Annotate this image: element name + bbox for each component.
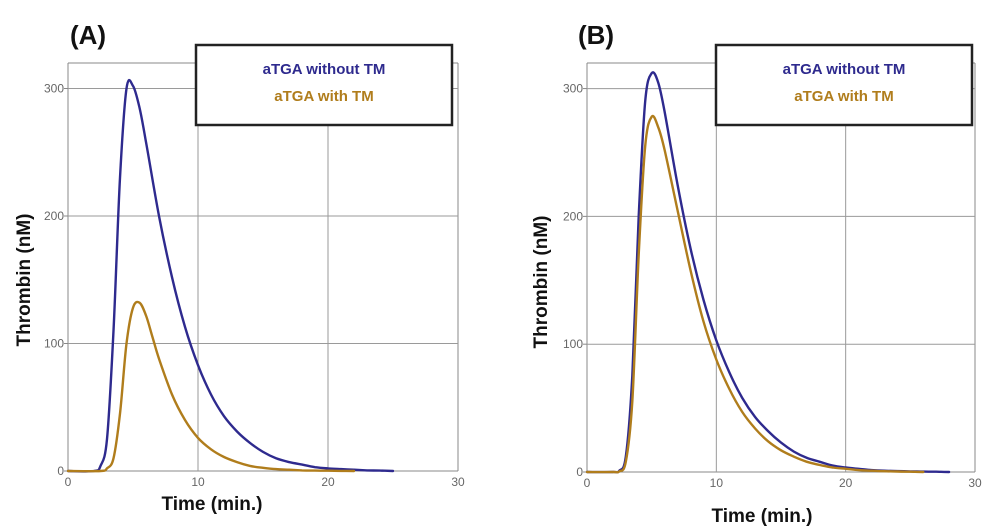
y-tick-label: 0 bbox=[57, 464, 64, 478]
panel-label: (A) bbox=[70, 20, 106, 50]
legend-box bbox=[194, 43, 454, 127]
x-tick-label: 30 bbox=[968, 476, 982, 490]
series-line-with-tm bbox=[66, 300, 356, 473]
x-tick-label: 20 bbox=[839, 476, 853, 490]
y-tick-label: 300 bbox=[44, 82, 64, 96]
series-line-without-tm bbox=[66, 78, 395, 473]
legend-entry-without-tm: aTGA without TM bbox=[263, 61, 386, 78]
legend: aTGA without TM aTGA with TM bbox=[194, 43, 454, 127]
y-tick-label: 100 bbox=[44, 337, 64, 351]
y-tick-label: 300 bbox=[563, 82, 583, 96]
series-lines bbox=[585, 71, 951, 474]
series-line-without-tm bbox=[585, 71, 951, 474]
x-tick-label: 0 bbox=[584, 476, 591, 490]
x-tick-label: 30 bbox=[451, 475, 465, 489]
legend-entry-with-tm: aTGA with TM bbox=[274, 88, 373, 105]
y-tick-label: 100 bbox=[563, 337, 583, 351]
y-tick-label: 0 bbox=[576, 465, 583, 479]
y-tick-label: 200 bbox=[563, 209, 583, 223]
legend: aTGA without TM aTGA with TM bbox=[714, 43, 974, 127]
y-tick-label: 200 bbox=[44, 209, 64, 223]
panel-label: (B) bbox=[578, 20, 614, 50]
x-axis-title: Time (min.) bbox=[162, 494, 263, 515]
legend-entry-without-tm: aTGA without TM bbox=[783, 61, 906, 78]
legend-box bbox=[714, 43, 974, 127]
y-axis-title: Thrombin (nM) bbox=[14, 214, 35, 347]
x-tick-label: 10 bbox=[191, 475, 205, 489]
x-tick-label: 10 bbox=[710, 476, 724, 490]
series-line-with-tm bbox=[585, 114, 925, 474]
legend-entry-with-tm: aTGA with TM bbox=[794, 88, 893, 105]
series-lines bbox=[66, 78, 395, 473]
x-tick-label: 0 bbox=[65, 475, 72, 489]
x-tick-label: 20 bbox=[321, 475, 335, 489]
y-axis-title: Thrombin (nM) bbox=[531, 216, 552, 349]
x-axis-title: Time (min.) bbox=[712, 506, 813, 527]
